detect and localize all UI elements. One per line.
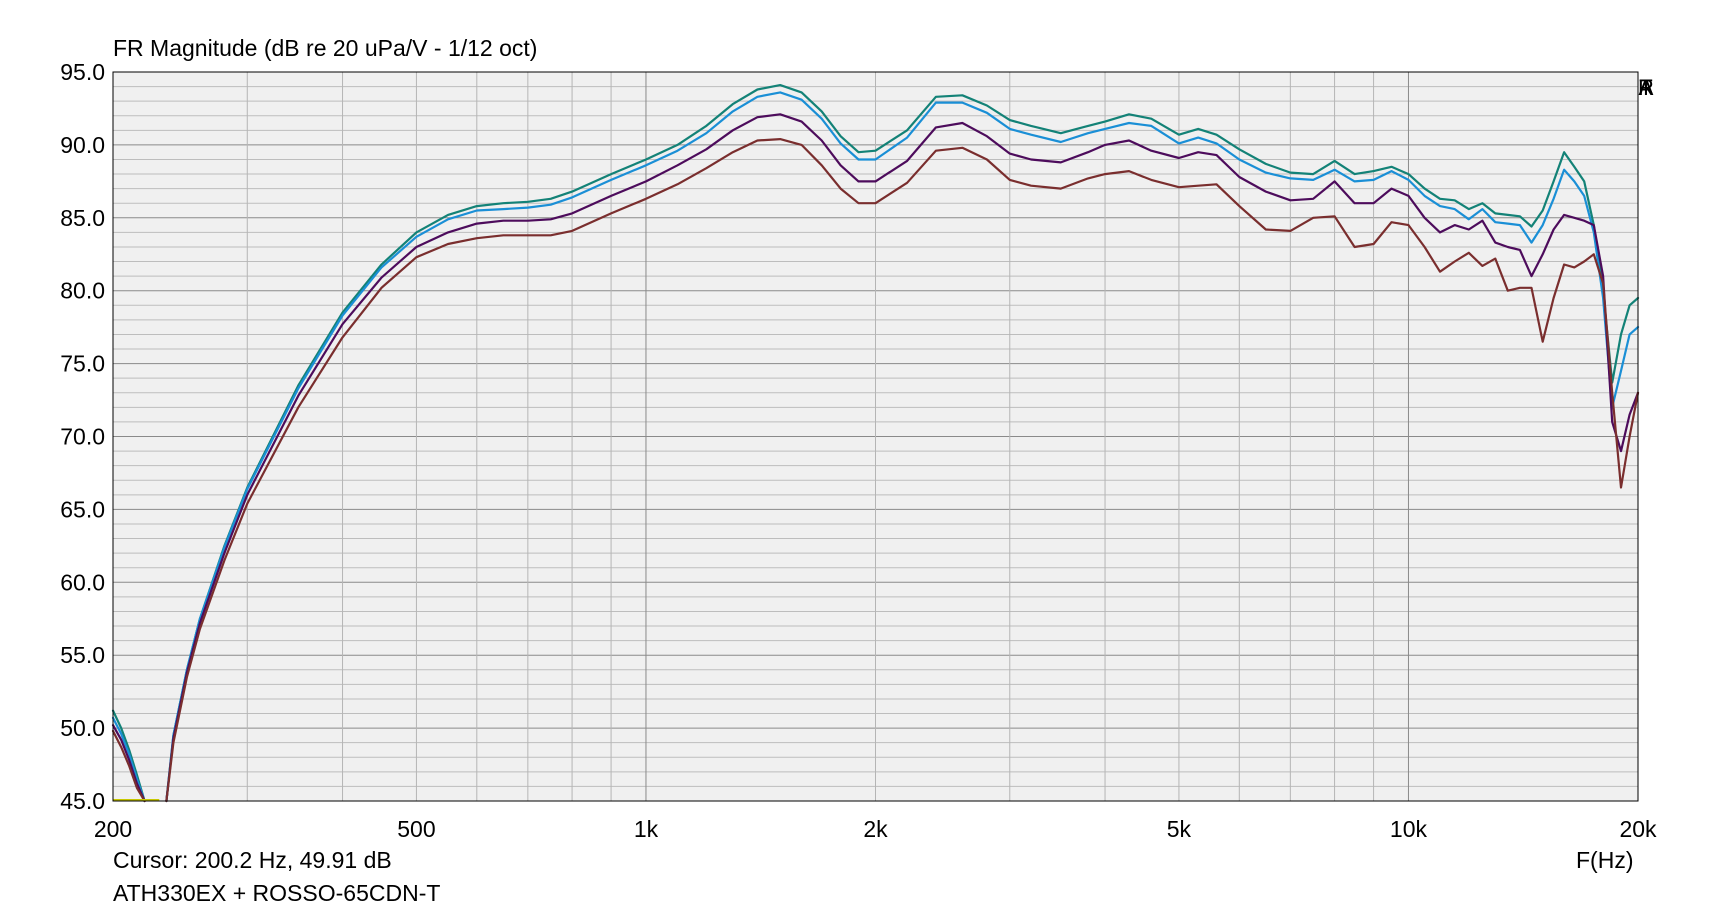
chart-title: FR Magnitude (dB re 20 uPa/V - 1/12 oct) xyxy=(113,35,538,61)
plot-area-frame xyxy=(112,71,1639,802)
cursor-readout: Cursor: 200.2 Hz, 49.91 dB xyxy=(113,847,392,873)
series-line-low-2 xyxy=(111,716,146,803)
series-line-low-3 xyxy=(111,724,146,803)
x-tick-label: 10k xyxy=(1390,816,1428,842)
arta-letter: A xyxy=(1638,75,1654,100)
arta-letter: R xyxy=(1638,75,1654,100)
x-tick-label: 20k xyxy=(1619,816,1657,842)
series-line-2 xyxy=(165,91,1640,803)
y-tick-label: 45.0 xyxy=(60,788,105,814)
y-tick-label: 80.0 xyxy=(60,278,105,304)
y-axis-tick-labels: 95.0 90.0 85.0 80.0 75.0 70.0 65.0 60.0 55.0 50.0… xyxy=(60,59,105,814)
series-line-3 xyxy=(165,113,1640,803)
x-axis-label: F(Hz) xyxy=(1576,847,1634,873)
x-tick-label: 500 xyxy=(397,816,435,842)
series-line-1 xyxy=(165,83,1640,803)
x-tick-label: 2k xyxy=(863,816,888,842)
series-line-low-4 xyxy=(111,729,146,803)
x-tick-label: 5k xyxy=(1167,816,1192,842)
y-tick-label: 55.0 xyxy=(60,642,105,668)
y-tick-label: 60.0 xyxy=(60,569,105,595)
device-label: ATH330EX + ROSSO-65CDN-T xyxy=(113,880,441,906)
x-tick-label: 1k xyxy=(634,816,659,842)
y-tick-label: 95.0 xyxy=(60,59,105,85)
arta-letter: T xyxy=(1639,75,1653,100)
y-tick-label: 90.0 xyxy=(60,132,105,158)
y-tick-label: 70.0 xyxy=(60,424,105,450)
x-tick-label: 200 xyxy=(94,816,132,842)
x-axis-tick-labels: 200 500 1k 2k 5k 10k 20k xyxy=(94,816,1657,842)
series-layer xyxy=(111,83,1640,803)
series-line-4 xyxy=(165,138,1640,803)
y-tick-label: 75.0 xyxy=(60,351,105,377)
arta-letter: A xyxy=(1638,75,1654,100)
grid xyxy=(113,72,1638,801)
y-tick-label: 65.0 xyxy=(60,496,105,522)
y-tick-label: 50.0 xyxy=(60,715,105,741)
y-tick-label: 85.0 xyxy=(60,205,105,231)
